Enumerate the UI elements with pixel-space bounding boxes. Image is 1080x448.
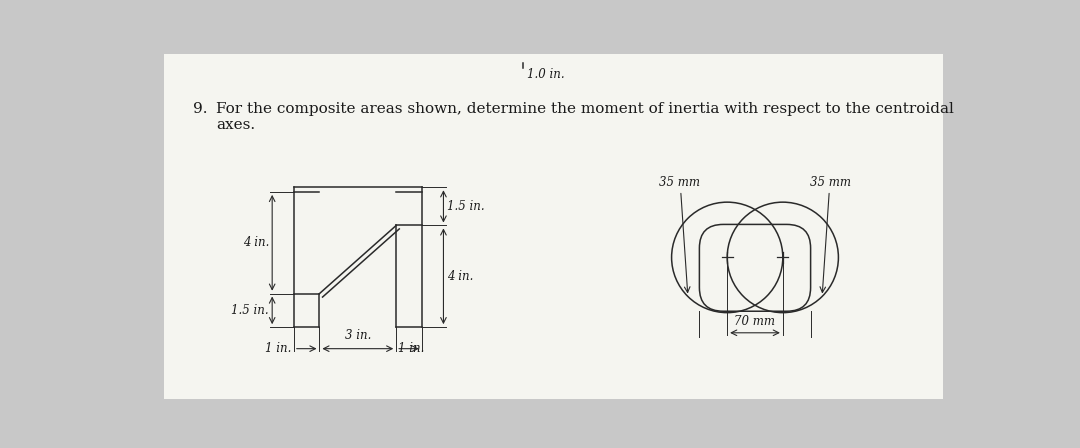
- Text: 3 in.: 3 in.: [345, 329, 372, 342]
- Text: 70 mm: 70 mm: [734, 315, 775, 328]
- Text: 35 mm: 35 mm: [659, 176, 700, 189]
- Text: 9.: 9.: [193, 102, 207, 116]
- Text: 4 in.: 4 in.: [446, 270, 473, 283]
- Text: 1.0 in.: 1.0 in.: [527, 68, 565, 81]
- Text: 4 in.: 4 in.: [243, 236, 269, 249]
- Text: 1.5 in.: 1.5 in.: [231, 304, 269, 317]
- Text: 35 mm: 35 mm: [810, 176, 851, 189]
- Text: For the composite areas shown, determine the moment of inertia with respect to t: For the composite areas shown, determine…: [216, 102, 955, 132]
- FancyBboxPatch shape: [164, 54, 943, 399]
- Text: 1.5 in.: 1.5 in.: [446, 200, 484, 213]
- Text: 1 in.: 1 in.: [397, 342, 424, 355]
- Text: 1 in.: 1 in.: [266, 342, 292, 355]
